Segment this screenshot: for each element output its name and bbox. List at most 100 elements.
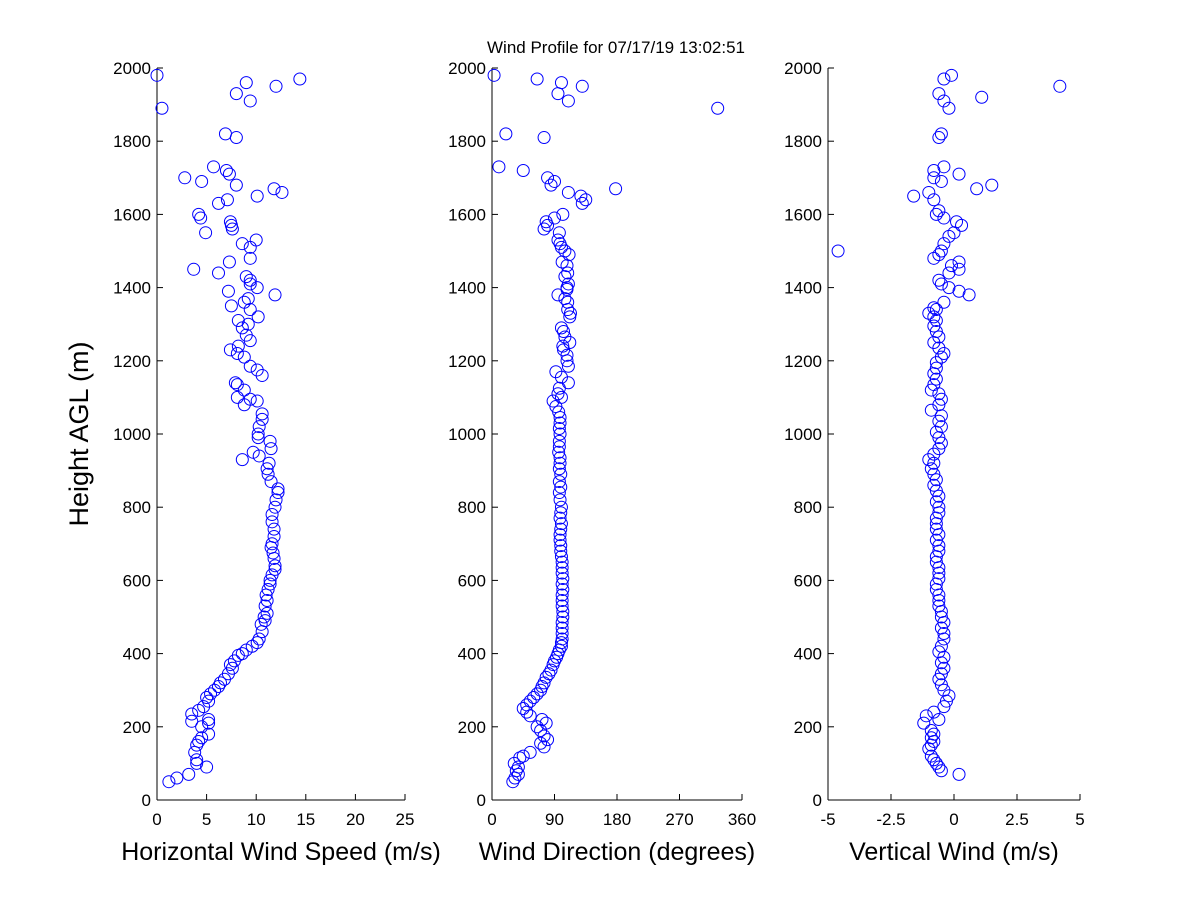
direction-data-point <box>553 533 567 547</box>
speed-data-point <box>239 76 253 90</box>
speed-data-point <box>251 431 265 445</box>
direction-data-point <box>561 295 575 309</box>
vertical-data-point <box>942 101 956 115</box>
speed-data-point <box>252 420 266 434</box>
direction-y-tick-label: 400 <box>458 645 486 664</box>
direction-data-point <box>551 233 565 247</box>
speed-data-point <box>207 160 221 174</box>
vertical-data-point <box>927 301 941 315</box>
direction-data-point <box>520 698 534 712</box>
speed-data-point <box>162 775 176 789</box>
direction-data-point <box>554 639 568 653</box>
speed-data-point <box>243 359 257 373</box>
vertical-data-point <box>932 760 946 774</box>
speed-data-point <box>243 273 257 287</box>
vertical-data-point <box>937 700 951 714</box>
speed-data-point <box>231 339 245 353</box>
direction-data-point <box>556 207 570 221</box>
direction-x-tick-label: 90 <box>545 810 564 829</box>
vertical-data-point <box>924 731 938 745</box>
vertical-data-point <box>937 72 951 86</box>
direction-y-tick-label: 0 <box>477 791 486 810</box>
speed-y-tick-label: 400 <box>123 645 151 664</box>
direction-data-point <box>552 434 566 448</box>
speed-data-point <box>239 328 253 342</box>
direction-data-point <box>535 680 549 694</box>
vertical-data-point <box>932 248 946 262</box>
vertical-x-tick-label: 0 <box>949 810 958 829</box>
vertical-data-point <box>962 288 976 302</box>
vertical-data-point <box>927 378 941 392</box>
vertical-data-point <box>927 478 941 492</box>
speed-data-point <box>250 636 264 650</box>
speed-data-point <box>251 310 265 324</box>
vertical-data-point <box>929 522 943 536</box>
speed-data-point <box>192 734 206 748</box>
direction-y-tick-label: 1400 <box>448 279 486 298</box>
speed-data-point <box>202 712 216 726</box>
direction-data-point <box>562 248 576 262</box>
vertical-data-point <box>952 262 966 276</box>
direction-data-point <box>511 760 525 774</box>
speed-data-point <box>243 94 257 108</box>
direction-data-point <box>554 544 568 558</box>
direction-x-tick-label: 360 <box>728 810 756 829</box>
vertical-data-point <box>932 131 946 145</box>
speed-data-point <box>195 720 209 734</box>
speed-data-point <box>225 661 239 675</box>
direction-data-point <box>554 467 568 481</box>
vertical-data-point <box>907 189 921 203</box>
vertical-data-point <box>937 295 951 309</box>
direction-data-point <box>555 566 569 580</box>
speed-data-point <box>202 694 216 708</box>
vertical-data-point <box>937 626 951 640</box>
speed-data-point <box>264 442 278 456</box>
direction-y-tick-label: 800 <box>458 498 486 517</box>
speed-data-point <box>245 639 259 653</box>
vertical-data-point <box>934 350 948 364</box>
speed-data-point <box>230 378 244 392</box>
direction-x-tick-label: 270 <box>665 810 693 829</box>
direction-data-point <box>539 716 553 730</box>
speed-data-point <box>155 101 169 115</box>
speed-data-point <box>275 185 289 199</box>
vertical-data-point <box>934 764 948 778</box>
vertical-data-point <box>927 727 941 741</box>
speed-data-point <box>200 691 214 705</box>
direction-data-point <box>553 451 567 465</box>
speed-data-point <box>250 363 264 377</box>
speed-data-point <box>199 226 213 240</box>
vertical-y-tick-label: 1400 <box>784 279 822 298</box>
speed-data-point <box>239 270 253 284</box>
direction-data-point <box>554 539 568 553</box>
speed-data-point <box>170 771 184 785</box>
direction-data-point <box>534 736 548 750</box>
direction-data-point <box>487 68 501 82</box>
speed-data-point <box>268 559 282 573</box>
speed-data-point <box>204 687 218 701</box>
direction-data-point <box>553 528 567 542</box>
speed-data-point <box>265 508 279 522</box>
vertical-data-point <box>929 361 943 375</box>
speed-y-tick-label: 2000 <box>113 59 151 78</box>
speed-data-point <box>221 284 235 298</box>
vertical-data-point <box>934 436 948 450</box>
direction-data-point <box>609 182 623 196</box>
vertical-data-point <box>944 68 958 82</box>
speed-data-point <box>228 376 242 390</box>
vertical-data-point <box>932 398 946 412</box>
direction-y-tick-label: 2000 <box>448 59 486 78</box>
vertical-x-tick-label: 2.5 <box>1005 810 1029 829</box>
speed-x-tick-label: 25 <box>396 810 415 829</box>
speed-data-point <box>258 599 272 613</box>
speed-data-point <box>182 767 196 781</box>
direction-data-point <box>553 237 567 251</box>
speed-data-point <box>251 427 265 441</box>
speed-data-point <box>223 215 237 229</box>
vertical-data-point <box>942 281 956 295</box>
vertical-data-point <box>932 539 946 553</box>
speed-data-point <box>195 174 209 188</box>
speed-data-point <box>200 760 214 774</box>
vertical-y-tick-label: 1000 <box>784 425 822 444</box>
figure-title: Wind Profile for 07/17/19 13:02:51 <box>487 38 745 57</box>
